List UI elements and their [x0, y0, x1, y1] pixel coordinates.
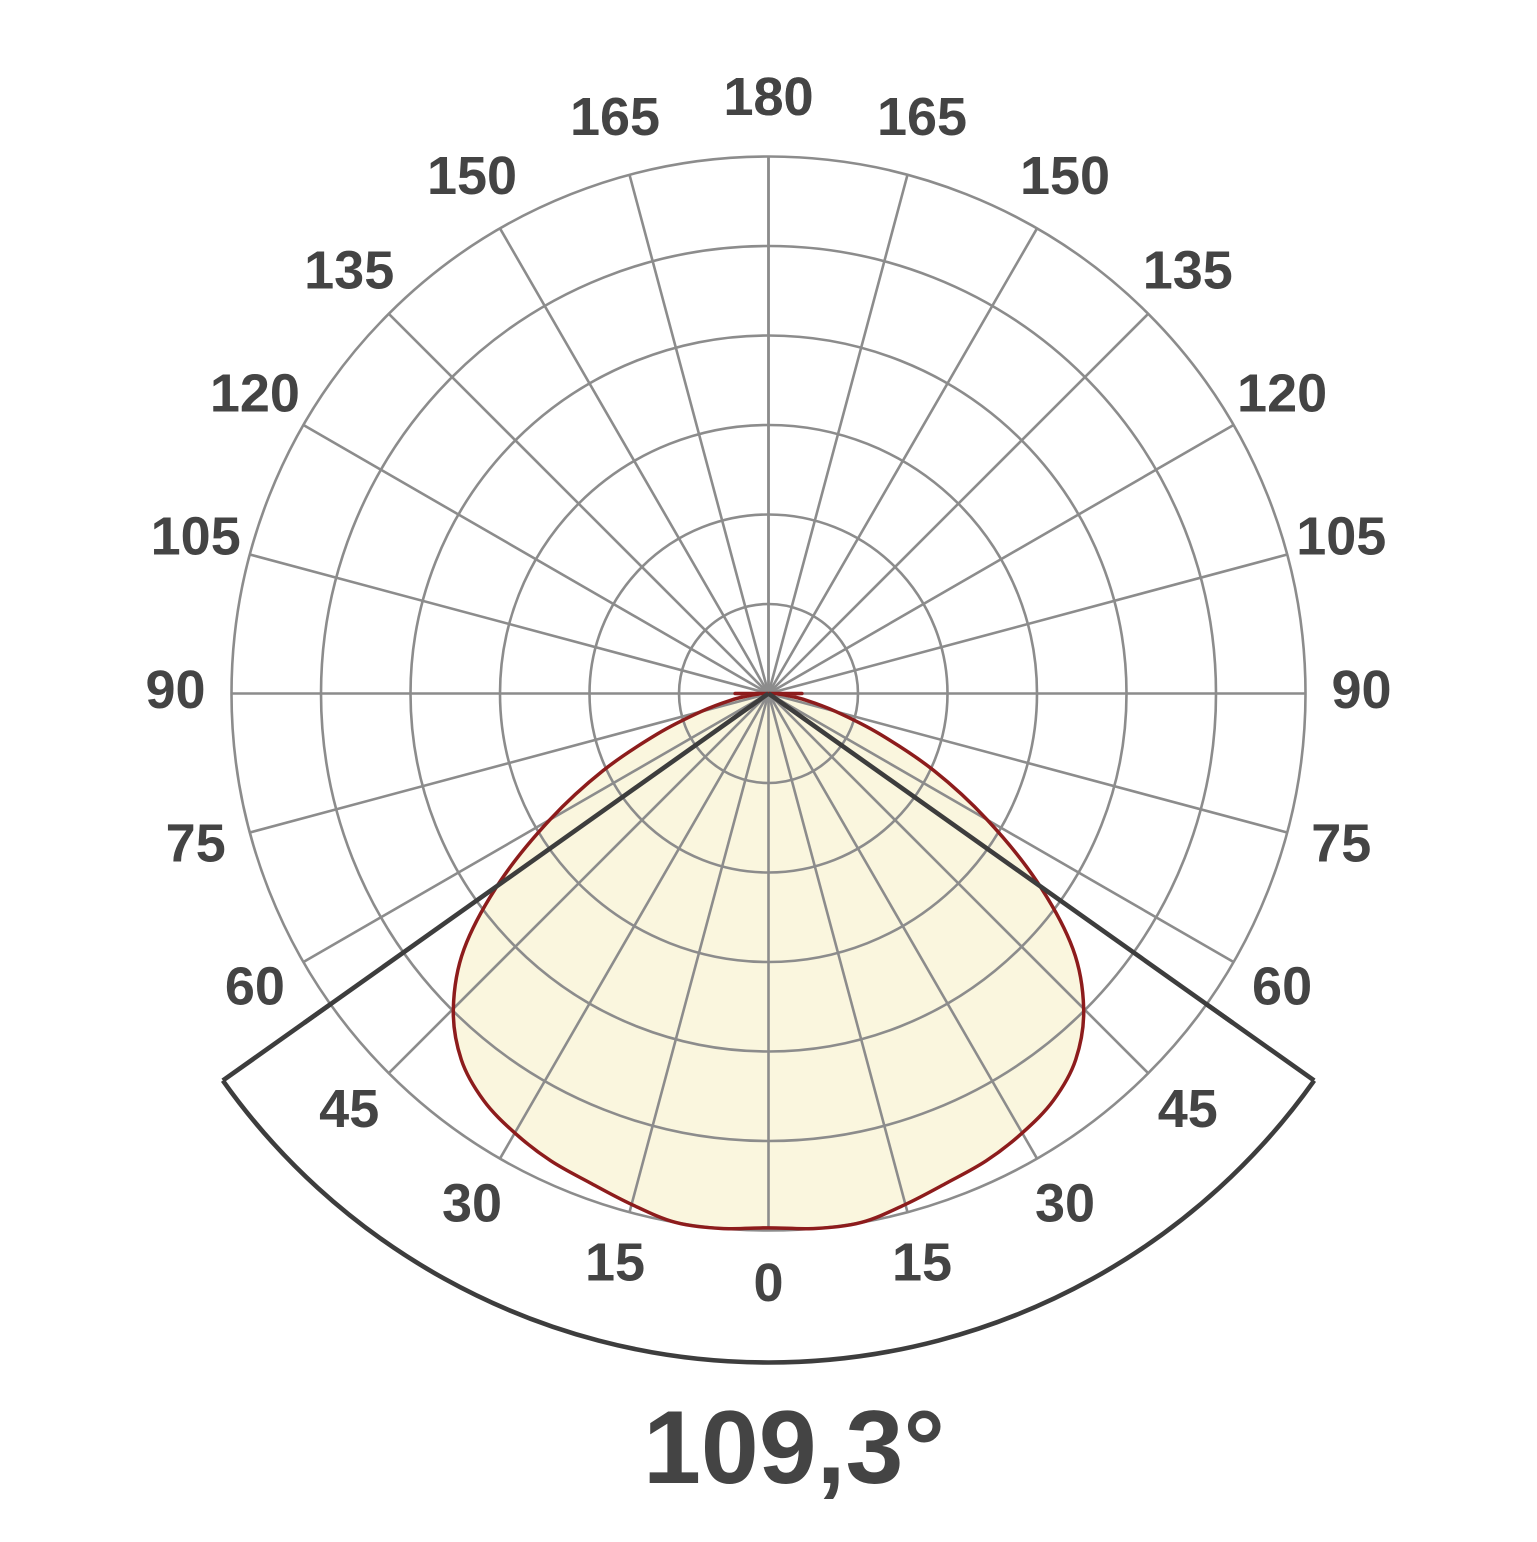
svg-text:60: 60 — [1252, 956, 1312, 1016]
svg-text:15: 15 — [892, 1233, 952, 1293]
svg-text:75: 75 — [166, 813, 226, 873]
svg-text:45: 45 — [1158, 1079, 1218, 1139]
svg-text:165: 165 — [877, 87, 967, 147]
svg-text:45: 45 — [319, 1079, 379, 1139]
svg-text:135: 135 — [304, 240, 394, 300]
svg-text:90: 90 — [1331, 660, 1391, 720]
svg-text:150: 150 — [1020, 146, 1110, 206]
svg-text:105: 105 — [151, 506, 241, 566]
svg-text:30: 30 — [442, 1173, 502, 1233]
svg-text:150: 150 — [427, 146, 517, 206]
svg-text:109,3°: 109,3° — [643, 1390, 945, 1506]
svg-text:120: 120 — [210, 363, 300, 423]
svg-text:75: 75 — [1311, 813, 1371, 873]
svg-text:105: 105 — [1296, 506, 1386, 566]
svg-text:180: 180 — [723, 67, 813, 127]
svg-text:0: 0 — [753, 1253, 783, 1313]
svg-text:165: 165 — [570, 87, 660, 147]
svg-text:60: 60 — [225, 956, 285, 1016]
svg-text:120: 120 — [1237, 363, 1327, 423]
svg-text:135: 135 — [1143, 240, 1233, 300]
svg-text:90: 90 — [145, 660, 205, 720]
svg-text:30: 30 — [1035, 1173, 1095, 1233]
svg-text:15: 15 — [585, 1233, 645, 1293]
